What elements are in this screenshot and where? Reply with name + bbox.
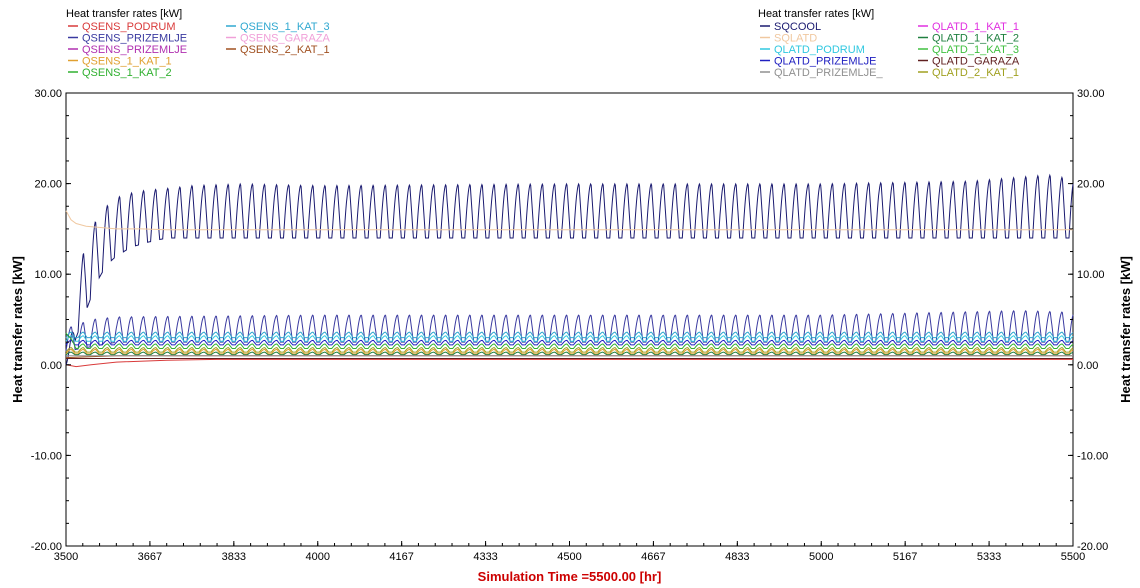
y-tick-label-left: 10.00 (34, 269, 62, 281)
series-line (65, 332, 1074, 349)
legend-entry: QLATD_1_KAT_1 (918, 21, 1019, 33)
legend-entry: QLATD_1_KAT_2 (918, 33, 1019, 45)
y-axis-title-right: Heat transfer rates [kW] (1118, 256, 1133, 403)
x-tick-label: 3500 (54, 551, 78, 563)
legend-label: QSENS_2_KAT_1 (240, 44, 330, 56)
y-tick-label-right: -20.00 (1077, 541, 1108, 553)
series-group (65, 173, 1074, 368)
y-tick-label-right: 10.00 (1077, 269, 1105, 281)
legend-entry: QLATD_PRIZEMLJE (760, 56, 877, 68)
series-line (65, 358, 1073, 368)
legend-label: QLATD_GARAZA (932, 56, 1020, 68)
x-tick-label: 4000 (306, 551, 330, 563)
y-tick-label-right: -10.00 (1077, 450, 1108, 462)
legend-entry: QSENS_GARAZA (226, 33, 331, 45)
legend-entry: QSENS_1_KAT_1 (68, 56, 172, 68)
x-tick-label: 4833 (725, 551, 749, 563)
series-line (65, 309, 1074, 352)
y-tick-label-left: 20.00 (34, 179, 62, 191)
legend-label: SQLATD (774, 33, 817, 45)
y-ticks-right: 30.00 20.00 10.00 0.00 -10.00 -20.00 (1068, 88, 1108, 553)
y-axis-title-left: Heat transfer rates [kW] (10, 256, 25, 403)
series-line (65, 173, 1074, 365)
legend-label: QSENS_PODRUM (82, 21, 176, 33)
x-tick-label: 5500 (1061, 551, 1085, 563)
legend-label: QLATD_PRIZEMLJE (774, 56, 877, 68)
legend-entry: QLATD_GARAZA (918, 56, 1020, 68)
x-tick-label: 5000 (809, 551, 833, 563)
legend-entry: QLATD_2_KAT_1 (918, 67, 1019, 79)
legend-right: Heat transfer rates [kW]SQCOOLSQLATDQLAT… (758, 8, 1020, 79)
legend-label: QLATD_1_KAT_3 (932, 44, 1019, 56)
x-ticks: 3500 3667 3833 4000 4167 4333 4500 4667 4833 5000… (54, 541, 1085, 563)
legend-left: Heat transfer rates [kW]QSENS_PODRUMQSEN… (66, 8, 331, 79)
y-tick-label-left: 0.00 (41, 360, 62, 372)
legend-label: QLATD_1_KAT_1 (932, 21, 1019, 33)
x-tick-label: 4167 (389, 551, 413, 563)
x-tick-label: 4500 (557, 551, 581, 563)
series-line (65, 347, 1074, 353)
series-line (65, 351, 1074, 356)
legend-label: QLATD_1_KAT_2 (932, 33, 1019, 45)
y-tick-label-left: -20.00 (31, 541, 62, 553)
legend-entry: QSENS_PRIZEMLJE (68, 33, 187, 45)
legend-entry: QLATD_PRIZEMLJE_ (760, 67, 883, 79)
series-line (65, 348, 1074, 355)
series-line (65, 331, 1074, 339)
y-tick-label-left: -10.00 (31, 450, 62, 462)
x-tick-label: 5167 (893, 551, 917, 563)
x-tick-label: 4667 (641, 551, 665, 563)
legend-entry: SQLATD (760, 33, 817, 45)
legend-title: Heat transfer rates [kW] (758, 8, 874, 20)
legend-entry: QLATD_PODRUM (760, 44, 865, 56)
legend-label: SQCOOL (774, 21, 821, 33)
legend-entry: QSENS_PODRUM (68, 21, 176, 33)
series-line (65, 339, 1074, 346)
legend-entry: QSENS_1_KAT_2 (68, 67, 172, 79)
y-tick-label-left: 30.00 (34, 88, 62, 100)
legend-label: QSENS_PRIZEMLJE (82, 33, 187, 45)
legend-title: Heat transfer rates [kW] (66, 8, 182, 20)
plot-frame (65, 92, 1074, 547)
legend-label: QLATD_PODRUM (774, 44, 865, 56)
x-tick-label: 4333 (473, 551, 497, 563)
legend-label: QSENS_PRIZEMLJE (82, 44, 187, 56)
x-axis-title: Simulation Time =5500.00 [hr] (478, 569, 662, 584)
series-line (65, 210, 1073, 231)
y-tick-label-right: 20.00 (1077, 179, 1105, 191)
y-tick-label-right: 30.00 (1077, 88, 1105, 100)
y-ticks-left: 30.00 20.00 10.00 0.00 -10.00 -20.00 (31, 88, 71, 553)
y-tick-label-right: 0.00 (1077, 360, 1098, 372)
legend-label: QLATD_PRIZEMLJE_ (774, 67, 883, 79)
legend-label: QSENS_GARAZA (240, 33, 331, 45)
legend-entry: SQCOOL (760, 21, 821, 33)
legend-entry: QSENS_PRIZEMLJE (68, 44, 187, 56)
x-tick-label: 5333 (977, 551, 1001, 563)
legend-label: QSENS_1_KAT_1 (82, 56, 172, 68)
x-tick-label: 3667 (138, 551, 162, 563)
legend-label: QLATD_2_KAT_1 (932, 67, 1019, 79)
legend-label: QSENS_1_KAT_2 (82, 67, 172, 79)
legend-entry: QSENS_1_KAT_3 (226, 21, 330, 33)
legend-entry: QSENS_2_KAT_1 (226, 44, 330, 56)
x-tick-label: 3833 (222, 551, 246, 563)
legend-entry: QLATD_1_KAT_3 (918, 44, 1019, 56)
series-line (65, 335, 1074, 342)
legend-label: QSENS_1_KAT_3 (240, 21, 330, 33)
